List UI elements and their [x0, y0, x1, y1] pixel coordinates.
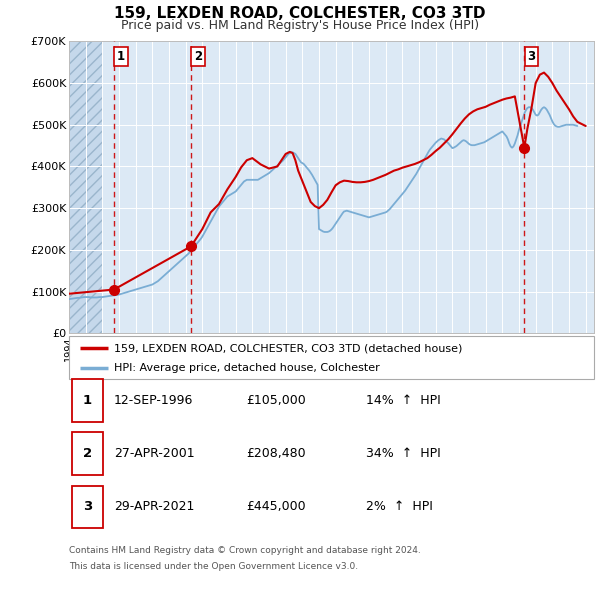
Text: 34%  ↑  HPI: 34% ↑ HPI: [366, 447, 441, 460]
FancyBboxPatch shape: [69, 336, 594, 379]
Text: Price paid vs. HM Land Registry's House Price Index (HPI): Price paid vs. HM Land Registry's House …: [121, 19, 479, 32]
Text: 2: 2: [83, 447, 92, 460]
Text: 3: 3: [83, 500, 92, 513]
Text: £445,000: £445,000: [246, 500, 305, 513]
Text: 27-APR-2001: 27-APR-2001: [114, 447, 194, 460]
Text: 2%  ↑  HPI: 2% ↑ HPI: [366, 500, 433, 513]
Text: This data is licensed under the Open Government Licence v3.0.: This data is licensed under the Open Gov…: [69, 562, 358, 571]
Text: 3: 3: [527, 50, 535, 63]
Text: 1: 1: [117, 50, 125, 63]
Text: 1: 1: [83, 394, 92, 407]
Text: HPI: Average price, detached house, Colchester: HPI: Average price, detached house, Colc…: [113, 363, 379, 373]
Text: 12-SEP-1996: 12-SEP-1996: [114, 394, 193, 407]
Text: 14%  ↑  HPI: 14% ↑ HPI: [366, 394, 441, 407]
Text: 159, LEXDEN ROAD, COLCHESTER, CO3 3TD (detached house): 159, LEXDEN ROAD, COLCHESTER, CO3 3TD (d…: [113, 343, 462, 353]
Text: 2: 2: [194, 50, 202, 63]
Text: 29-APR-2021: 29-APR-2021: [114, 500, 194, 513]
Bar: [69, 41, 103, 333]
Text: £105,000: £105,000: [246, 394, 306, 407]
Text: £208,480: £208,480: [246, 447, 305, 460]
Text: 159, LEXDEN ROAD, COLCHESTER, CO3 3TD: 159, LEXDEN ROAD, COLCHESTER, CO3 3TD: [114, 6, 486, 21]
Text: Contains HM Land Registry data © Crown copyright and database right 2024.: Contains HM Land Registry data © Crown c…: [69, 546, 421, 555]
